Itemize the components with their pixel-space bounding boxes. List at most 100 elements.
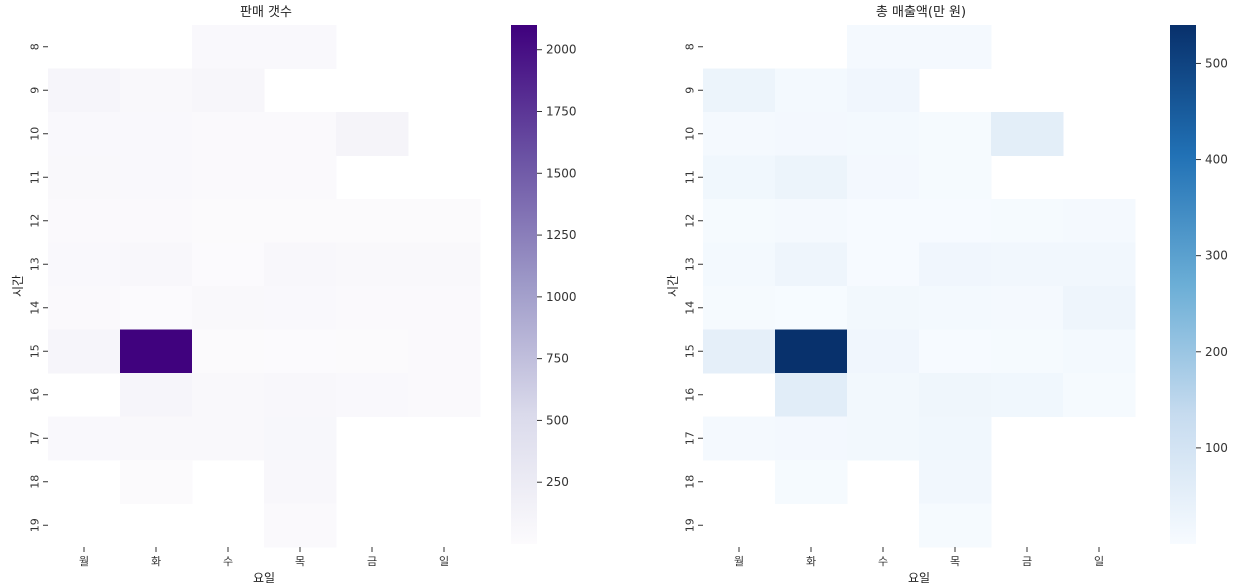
- y-tick-label: 15: [29, 344, 42, 358]
- heatmap-cell: [703, 112, 776, 156]
- heatmap-cell: [703, 329, 776, 374]
- heatmap-cell: [408, 199, 481, 243]
- y-tick-label: 13: [29, 257, 42, 271]
- x-tick-label: 월: [734, 555, 744, 568]
- heatmap-cell: [919, 242, 992, 287]
- heatmap-cell: [919, 155, 992, 200]
- heatmap-cell: [703, 199, 776, 243]
- heatmap-cell: [775, 68, 848, 113]
- heatmap-cell: [120, 329, 193, 374]
- y-tick-label: 17: [29, 431, 42, 445]
- colorbar-tick-label: 500: [546, 413, 569, 427]
- y-tick-label: 14: [29, 301, 42, 315]
- heatmap-cell: [48, 242, 121, 287]
- heatmap-cell: [703, 416, 776, 461]
- x-tick-label: 일: [1094, 554, 1104, 568]
- heatmap-cell: [847, 68, 920, 113]
- heatmap-cell: [847, 155, 920, 200]
- colorbar-tick-label: 2000: [546, 43, 577, 57]
- x-tick-label: 월: [79, 555, 89, 568]
- y-tick-label: 10: [29, 127, 42, 141]
- y-tick-label: 17: [684, 431, 697, 445]
- heatmap-cell: [775, 286, 848, 330]
- y-tick-label: 18: [29, 475, 42, 489]
- heatmap-cell: [264, 155, 337, 200]
- heatmap-cell: [919, 329, 992, 374]
- heatmap-cell: [991, 242, 1064, 287]
- heatmap-cell: [703, 242, 776, 287]
- heatmap-cell: [919, 503, 992, 548]
- y-tick-label: 15: [684, 344, 697, 358]
- heatmap-cell: [919, 25, 992, 69]
- y-axis-label: 시간: [666, 275, 680, 297]
- x-tick-label: 목: [950, 555, 960, 568]
- heatmap-cell: [919, 112, 992, 156]
- heatmap-cell: [48, 155, 121, 200]
- heatmap-cell: [264, 373, 337, 417]
- heatmap-cell: [408, 242, 481, 287]
- heatmap-cell: [192, 112, 265, 156]
- heatmap-cell: [120, 460, 193, 504]
- x-tick-label: 수: [223, 555, 233, 568]
- heatmap-cell: [336, 373, 409, 417]
- heatmap-cell: [775, 155, 848, 200]
- y-tick-label: 12: [684, 214, 697, 228]
- colorbar-tick-label: 500: [1205, 56, 1228, 70]
- heatmap-cell: [336, 286, 409, 330]
- heatmap-cell: [775, 242, 848, 287]
- y-tick-label: 11: [29, 170, 42, 184]
- heatmap-cell: [264, 460, 337, 504]
- chart-title: 총 매출액(만 원): [876, 5, 966, 20]
- heatmap-cell: [991, 329, 1064, 374]
- heatmap-cell: [775, 373, 848, 417]
- heatmap-cell: [775, 416, 848, 461]
- heatmap-cell: [336, 329, 409, 374]
- heatmap-cell: [775, 329, 848, 374]
- heatmap-cell: [120, 373, 193, 417]
- y-tick-label: 9: [29, 87, 42, 94]
- colorbar-tick-label: 1000: [546, 290, 577, 304]
- heatmap-cell: [48, 416, 121, 461]
- y-tick-label: 11: [684, 170, 697, 184]
- heatmap-cell: [264, 416, 337, 461]
- heatmap-cell: [336, 112, 409, 156]
- heatmap-cell: [1063, 373, 1136, 417]
- heatmap-cell: [703, 286, 776, 330]
- heatmap-cell: [847, 286, 920, 330]
- heatmap-cell: [919, 286, 992, 330]
- heatmap-cell: [120, 242, 193, 287]
- y-axis-label: 시간: [11, 275, 25, 297]
- heatmap-cell: [264, 25, 337, 69]
- y-tick-label: 16: [684, 388, 697, 402]
- colorbar-tick-label: 200: [1205, 345, 1228, 359]
- colorbar-tick-label: 1250: [546, 228, 577, 242]
- heatmap-cell: [991, 199, 1064, 243]
- heatmap-cell: [264, 286, 337, 330]
- y-tick-label: 14: [684, 301, 697, 315]
- heatmap-cell: [192, 242, 265, 287]
- heatmap-cell: [48, 286, 121, 330]
- heatmap-cell: [264, 112, 337, 156]
- x-tick-label: 수: [878, 555, 888, 568]
- colorbar-tick-label: 1500: [546, 166, 577, 180]
- heatmap-cell: [192, 373, 265, 417]
- heatmap-cell: [847, 25, 920, 69]
- heatmap-cell: [1063, 286, 1136, 330]
- x-tick-label: 일: [439, 554, 449, 568]
- heatmap-cell: [847, 416, 920, 461]
- x-tick-label: 화: [806, 555, 816, 568]
- heatmap-cell: [192, 199, 265, 243]
- y-tick-label: 18: [684, 475, 697, 489]
- x-tick-label: 목: [295, 555, 305, 568]
- y-tick-label: 19: [684, 518, 697, 532]
- heatmap-cell: [192, 329, 265, 374]
- y-tick-label: 9: [684, 87, 697, 94]
- x-axis-label: 요일: [253, 571, 275, 585]
- colorbar-tick-label: 100: [1205, 441, 1228, 455]
- heatmap-cell: [1063, 242, 1136, 287]
- colorbar-tick-label: 250: [546, 475, 569, 489]
- heatmap-cell: [48, 329, 121, 374]
- y-tick-label: 12: [29, 214, 42, 228]
- y-tick-label: 19: [29, 518, 42, 532]
